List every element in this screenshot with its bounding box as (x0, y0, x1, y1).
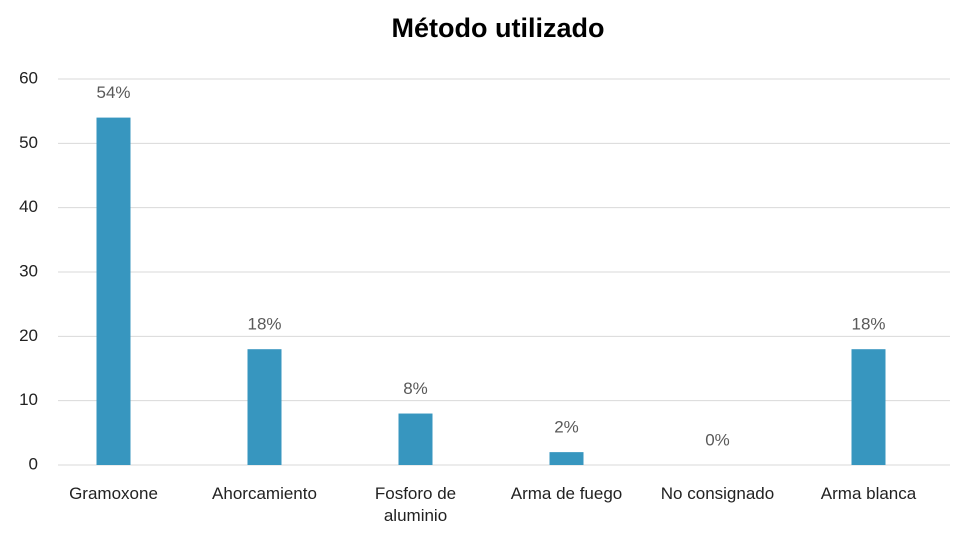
value-label: 18% (247, 315, 281, 334)
y-tick-label: 40 (19, 197, 38, 216)
x-tick-label-box: Ahorcamiento (212, 484, 317, 503)
x-tick-label: Fosforo de aluminio (374, 484, 457, 525)
bar (247, 349, 282, 465)
x-tick-label-box: Gramoxone (69, 484, 158, 503)
x-tick-label-box: Fosforo de aluminio (374, 484, 457, 525)
y-tick-label: 10 (19, 390, 38, 409)
value-label: 2% (554, 418, 579, 437)
value-label: 18% (851, 315, 885, 334)
x-tick-label: Gramoxone (69, 484, 158, 503)
value-label: 8% (403, 379, 428, 398)
x-tick-label: Arma blanca (820, 484, 917, 503)
value-label: 54% (96, 83, 130, 102)
value-label: 0% (705, 430, 730, 449)
bar (851, 349, 886, 465)
x-tick-label-box: Arma blanca (820, 484, 917, 503)
y-tick-label: 30 (19, 261, 38, 280)
y-tick-label: 60 (19, 68, 38, 87)
y-tick-label: 50 (19, 133, 38, 152)
x-tick-label: No consignado (660, 484, 775, 503)
x-tick-label-box: Arma de fuego (510, 484, 623, 503)
bar (549, 452, 584, 465)
y-tick-label: 0 (29, 454, 38, 473)
y-tick-label: 20 (19, 326, 38, 345)
bar (398, 413, 433, 465)
chart-title: Método utilizado (392, 13, 605, 43)
x-tick-label: Ahorcamiento (212, 484, 317, 503)
x-tick-label: Arma de fuego (510, 484, 623, 503)
x-tick-label-box: No consignado (660, 484, 775, 503)
bar (96, 117, 131, 465)
